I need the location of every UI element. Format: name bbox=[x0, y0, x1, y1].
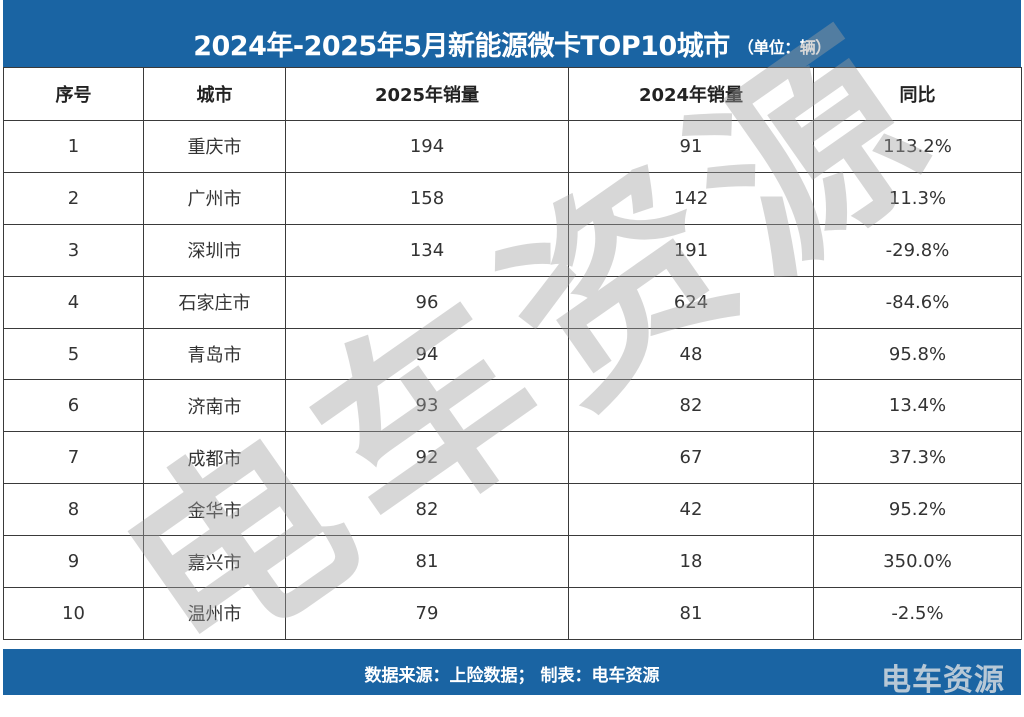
table-row: 7 成都市 92 67 37.3% bbox=[3, 431, 1022, 485]
sales-2025-cell: 82 bbox=[285, 483, 569, 537]
city-cell: 青岛市 bbox=[143, 327, 286, 381]
header-rank: 序号 bbox=[3, 67, 144, 121]
city-cell: 成都市 bbox=[143, 431, 286, 485]
table-row: 4 石家庄市 96 624 -84.6% bbox=[3, 275, 1022, 329]
yoy-cell: -84.6% bbox=[813, 275, 1022, 329]
yoy-cell: -2.5% bbox=[813, 587, 1022, 640]
city-cell: 石家庄市 bbox=[143, 275, 286, 329]
rank-cell: 3 bbox=[3, 223, 144, 277]
yoy-cell: 113.2% bbox=[813, 120, 1022, 173]
rank-cell: 5 bbox=[3, 327, 144, 381]
yoy-cell: 11.3% bbox=[813, 171, 1022, 225]
brand-logo: 电车资源 bbox=[881, 663, 1005, 698]
sales-2025-cell: 81 bbox=[285, 535, 569, 589]
sales-2025-cell: 79 bbox=[285, 587, 569, 640]
data-source: 数据来源：上险数据； 制表：电车资源 bbox=[364, 666, 660, 686]
sales-2025-cell: 158 bbox=[285, 171, 569, 225]
rank-cell: 7 bbox=[3, 431, 144, 485]
sales-2025-cell: 94 bbox=[285, 327, 569, 381]
yoy-cell: -29.8% bbox=[813, 223, 1022, 277]
header-city: 城市 bbox=[143, 67, 286, 121]
sales-table: 序号 城市 2025年销量 2024年销量 同比 1 重庆市 194 91 113.2%… bbox=[3, 67, 1022, 640]
table-row: 1 重庆市 194 91 113.2% bbox=[3, 120, 1022, 173]
page-title: 2024年-2025年5月新能源微卡TOP10城市 （单位：辆） bbox=[3, 24, 1021, 63]
yoy-cell: 37.3% bbox=[813, 431, 1022, 485]
rank-cell: 8 bbox=[3, 483, 144, 537]
city-cell: 重庆市 bbox=[143, 120, 286, 173]
table-row: 10 温州市 79 81 -2.5% bbox=[3, 587, 1022, 640]
sales-2024-cell: 82 bbox=[568, 379, 814, 433]
table-row: 5 青岛市 94 48 95.8% bbox=[3, 327, 1022, 381]
city-cell: 深圳市 bbox=[143, 223, 286, 277]
city-cell: 广州市 bbox=[143, 171, 286, 225]
sales-2024-cell: 42 bbox=[568, 483, 814, 537]
table-row: 9 嘉兴市 81 18 350.0% bbox=[3, 535, 1022, 589]
sales-2025-cell: 93 bbox=[285, 379, 569, 433]
sales-2024-cell: 91 bbox=[568, 120, 814, 173]
sales-2024-cell: 142 bbox=[568, 171, 814, 225]
yoy-cell: 13.4% bbox=[813, 379, 1022, 433]
rank-cell: 4 bbox=[3, 275, 144, 329]
sales-2024-cell: 48 bbox=[568, 327, 814, 381]
sales-2025-cell: 194 bbox=[285, 120, 569, 173]
sales-2024-cell: 18 bbox=[568, 535, 814, 589]
sales-2024-cell: 81 bbox=[568, 587, 814, 640]
city-cell: 济南市 bbox=[143, 379, 286, 433]
table-row: 8 金华市 82 42 95.2% bbox=[3, 483, 1022, 537]
yoy-cell: 350.0% bbox=[813, 535, 1022, 589]
sales-2024-cell: 624 bbox=[568, 275, 814, 329]
header-sales-2024: 2024年销量 bbox=[568, 67, 814, 121]
rank-cell: 2 bbox=[3, 171, 144, 225]
sales-2025-cell: 96 bbox=[285, 275, 569, 329]
rank-cell: 10 bbox=[3, 587, 144, 640]
header-yoy: 同比 bbox=[813, 67, 1022, 121]
footer-bar: 数据来源：上险数据； 制表：电车资源 电车资源 bbox=[3, 649, 1021, 698]
sales-2025-cell: 92 bbox=[285, 431, 569, 485]
city-cell: 嘉兴市 bbox=[143, 535, 286, 589]
table-header-row: 序号 城市 2025年销量 2024年销量 同比 bbox=[3, 67, 1022, 121]
title-bar: 2024年-2025年5月新能源微卡TOP10城市 （单位：辆） bbox=[3, 0, 1021, 67]
city-cell: 温州市 bbox=[143, 587, 286, 640]
yoy-cell: 95.2% bbox=[813, 483, 1022, 537]
rank-cell: 1 bbox=[3, 120, 144, 173]
sales-2024-cell: 67 bbox=[568, 431, 814, 485]
title-main: 2024年-2025年5月新能源微卡TOP10城市 bbox=[193, 31, 730, 62]
sales-2024-cell: 191 bbox=[568, 223, 814, 277]
title-unit: （单位：辆） bbox=[737, 38, 832, 57]
table-row: 3 深圳市 134 191 -29.8% bbox=[3, 223, 1022, 277]
rank-cell: 9 bbox=[3, 535, 144, 589]
table-frame: 2024年-2025年5月新能源微卡TOP10城市 （单位：辆） 序号 城市 20… bbox=[3, 0, 1022, 708]
yoy-cell: 95.8% bbox=[813, 327, 1022, 381]
table-row: 2 广州市 158 142 11.3% bbox=[3, 171, 1022, 225]
sales-2025-cell: 134 bbox=[285, 223, 569, 277]
rank-cell: 6 bbox=[3, 379, 144, 433]
table-row: 6 济南市 93 82 13.4% bbox=[3, 379, 1022, 433]
header-sales-2025: 2025年销量 bbox=[285, 67, 569, 121]
city-cell: 金华市 bbox=[143, 483, 286, 537]
